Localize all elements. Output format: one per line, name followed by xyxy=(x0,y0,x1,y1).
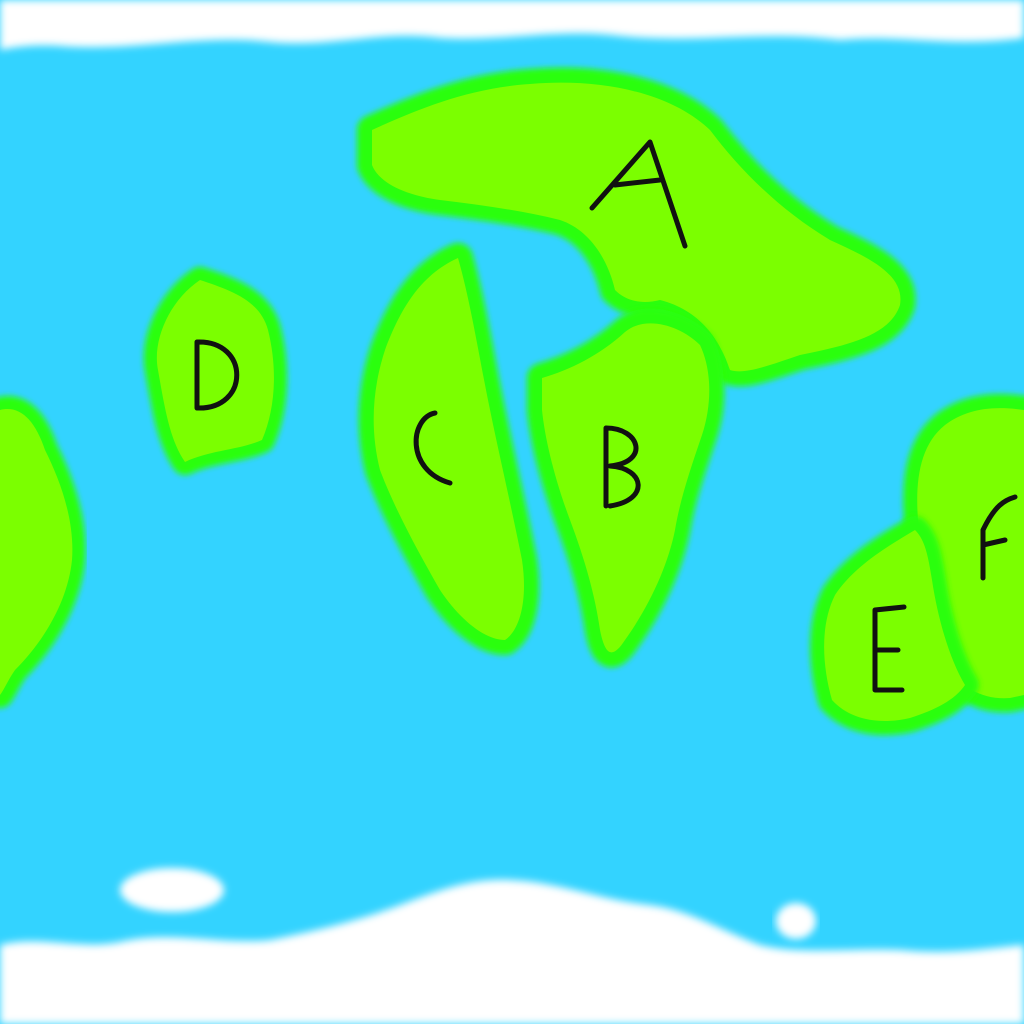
continent-b xyxy=(527,308,725,668)
continent-c xyxy=(358,243,539,655)
continent-d xyxy=(143,267,287,475)
continent-a xyxy=(357,67,916,387)
continent-e-label xyxy=(872,604,907,693)
continent-f-label xyxy=(980,494,1018,581)
ice-floe xyxy=(776,903,816,939)
north-ice-cap xyxy=(0,0,1024,50)
continent-a-label xyxy=(589,139,688,249)
ice-floe xyxy=(120,868,224,912)
continent-b-label xyxy=(603,425,641,509)
continent-west-edge xyxy=(0,396,86,708)
south-ice-cap xyxy=(0,879,1024,1024)
continent-d-label xyxy=(194,339,240,411)
continent-c-label xyxy=(413,410,453,486)
continent-e xyxy=(810,516,979,735)
